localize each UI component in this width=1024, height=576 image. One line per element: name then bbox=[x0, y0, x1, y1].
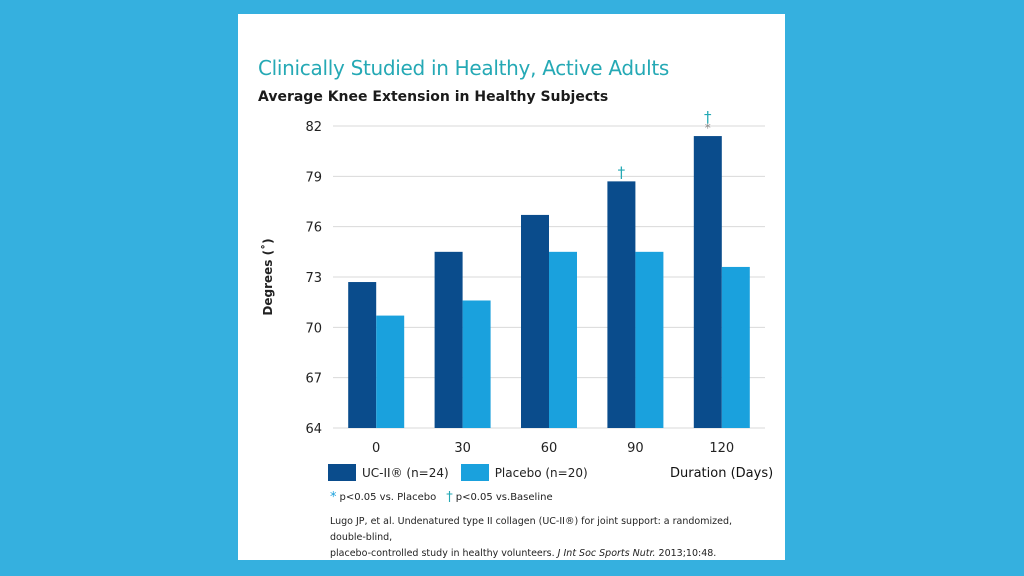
citation-journal: J Int Soc Sports Nutr. bbox=[557, 548, 656, 559]
bar-uc2-30 bbox=[434, 251, 463, 428]
legend-label-placebo: Placebo (n=20) bbox=[494, 465, 588, 480]
dagger-annotation: † bbox=[618, 163, 626, 181]
bar-placebo-120 bbox=[721, 266, 750, 428]
bar-placebo-60 bbox=[549, 251, 577, 428]
x-tick-label: 120 bbox=[709, 441, 734, 456]
y-tick-label: 70 bbox=[305, 321, 322, 336]
dagger-symbol: † bbox=[446, 490, 453, 505]
x-tick-label: 60 bbox=[541, 441, 558, 456]
legend-label-uc2: UC-II® (n=24) bbox=[362, 465, 449, 480]
citation-suffix: 2013;10:48. bbox=[655, 548, 717, 559]
citation-line-2: placebo-controlled study in healthy volu… bbox=[330, 546, 770, 562]
bar-placebo-0 bbox=[376, 315, 405, 428]
bar-uc2-120 bbox=[693, 136, 722, 429]
y-tick-label: 73 bbox=[305, 271, 322, 286]
x-axis-label: Duration (Days) bbox=[670, 466, 774, 481]
bar-placebo-30 bbox=[462, 300, 491, 428]
bar-uc2-90 bbox=[607, 181, 636, 428]
x-tick-label: 0 bbox=[372, 441, 380, 456]
chart-title: Clinically Studied in Healthy, Active Ad… bbox=[258, 56, 670, 80]
x-tick-label: 90 bbox=[627, 441, 644, 456]
legend-item-uc2: UC-II® (n=24) bbox=[328, 464, 449, 481]
asterisk-symbol: * bbox=[330, 490, 337, 505]
asterisk-annotation: * bbox=[705, 121, 711, 135]
y-axis-label: Degrees (˚) bbox=[260, 238, 275, 315]
asterisk-text: p<0.05 vs. Placebo bbox=[339, 492, 437, 503]
chart-card: Clinically Studied in Healthy, Active Ad… bbox=[238, 14, 785, 560]
x-tick-label: 30 bbox=[454, 441, 471, 456]
legend-item-placebo: Placebo (n=20) bbox=[460, 464, 588, 481]
citation: Lugo JP, et al. Undenatured type II coll… bbox=[330, 514, 770, 562]
chart-subtitle: Average Knee Extension in Healthy Subjec… bbox=[258, 89, 609, 105]
y-tick-label: 67 bbox=[305, 372, 322, 387]
citation-prefix: placebo-controlled study in healthy volu… bbox=[330, 548, 558, 559]
bar-uc2-60 bbox=[521, 214, 549, 428]
legend-swatch-uc2 bbox=[328, 464, 356, 481]
y-tick-label: 82 bbox=[305, 120, 322, 135]
y-tick-label: 64 bbox=[305, 422, 322, 437]
bar-uc2-0 bbox=[348, 282, 377, 428]
dagger-text: p<0.05 vs.Baseline bbox=[455, 492, 553, 503]
significance-note: * p<0.05 vs. Placebo † p<0.05 vs.Baselin… bbox=[330, 490, 553, 505]
y-tick-label: 76 bbox=[305, 221, 322, 236]
legend-swatch-placebo bbox=[460, 464, 489, 481]
dagger-annotation: † bbox=[704, 108, 712, 126]
citation-line-1: Lugo JP, et al. Undenatured type II coll… bbox=[330, 516, 733, 543]
legend: UC-II® (n=24) Placebo (n=20) bbox=[328, 464, 600, 481]
y-tick-label: 79 bbox=[305, 170, 322, 185]
bar-placebo-90 bbox=[635, 251, 664, 428]
